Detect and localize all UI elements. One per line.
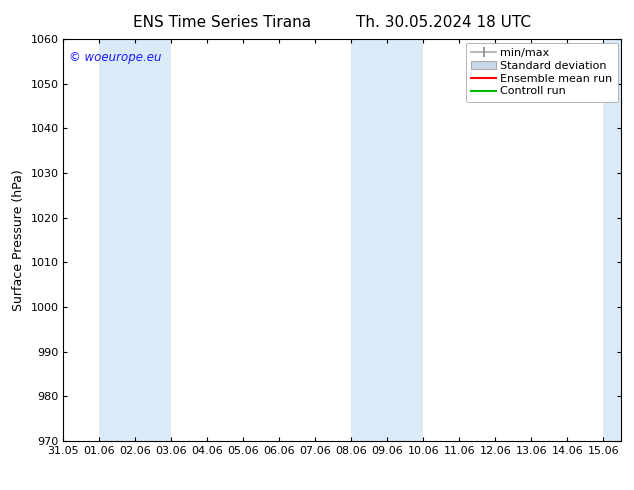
Legend: min/max, Standard deviation, Ensemble mean run, Controll run: min/max, Standard deviation, Ensemble me… <box>466 43 618 102</box>
Bar <box>351 39 424 441</box>
Bar <box>604 39 621 441</box>
Text: Th. 30.05.2024 18 UTC: Th. 30.05.2024 18 UTC <box>356 15 531 30</box>
Text: ENS Time Series Tirana: ENS Time Series Tirana <box>133 15 311 30</box>
Text: © woeurope.eu: © woeurope.eu <box>69 51 162 64</box>
Bar <box>100 39 171 441</box>
Y-axis label: Surface Pressure (hPa): Surface Pressure (hPa) <box>12 169 25 311</box>
